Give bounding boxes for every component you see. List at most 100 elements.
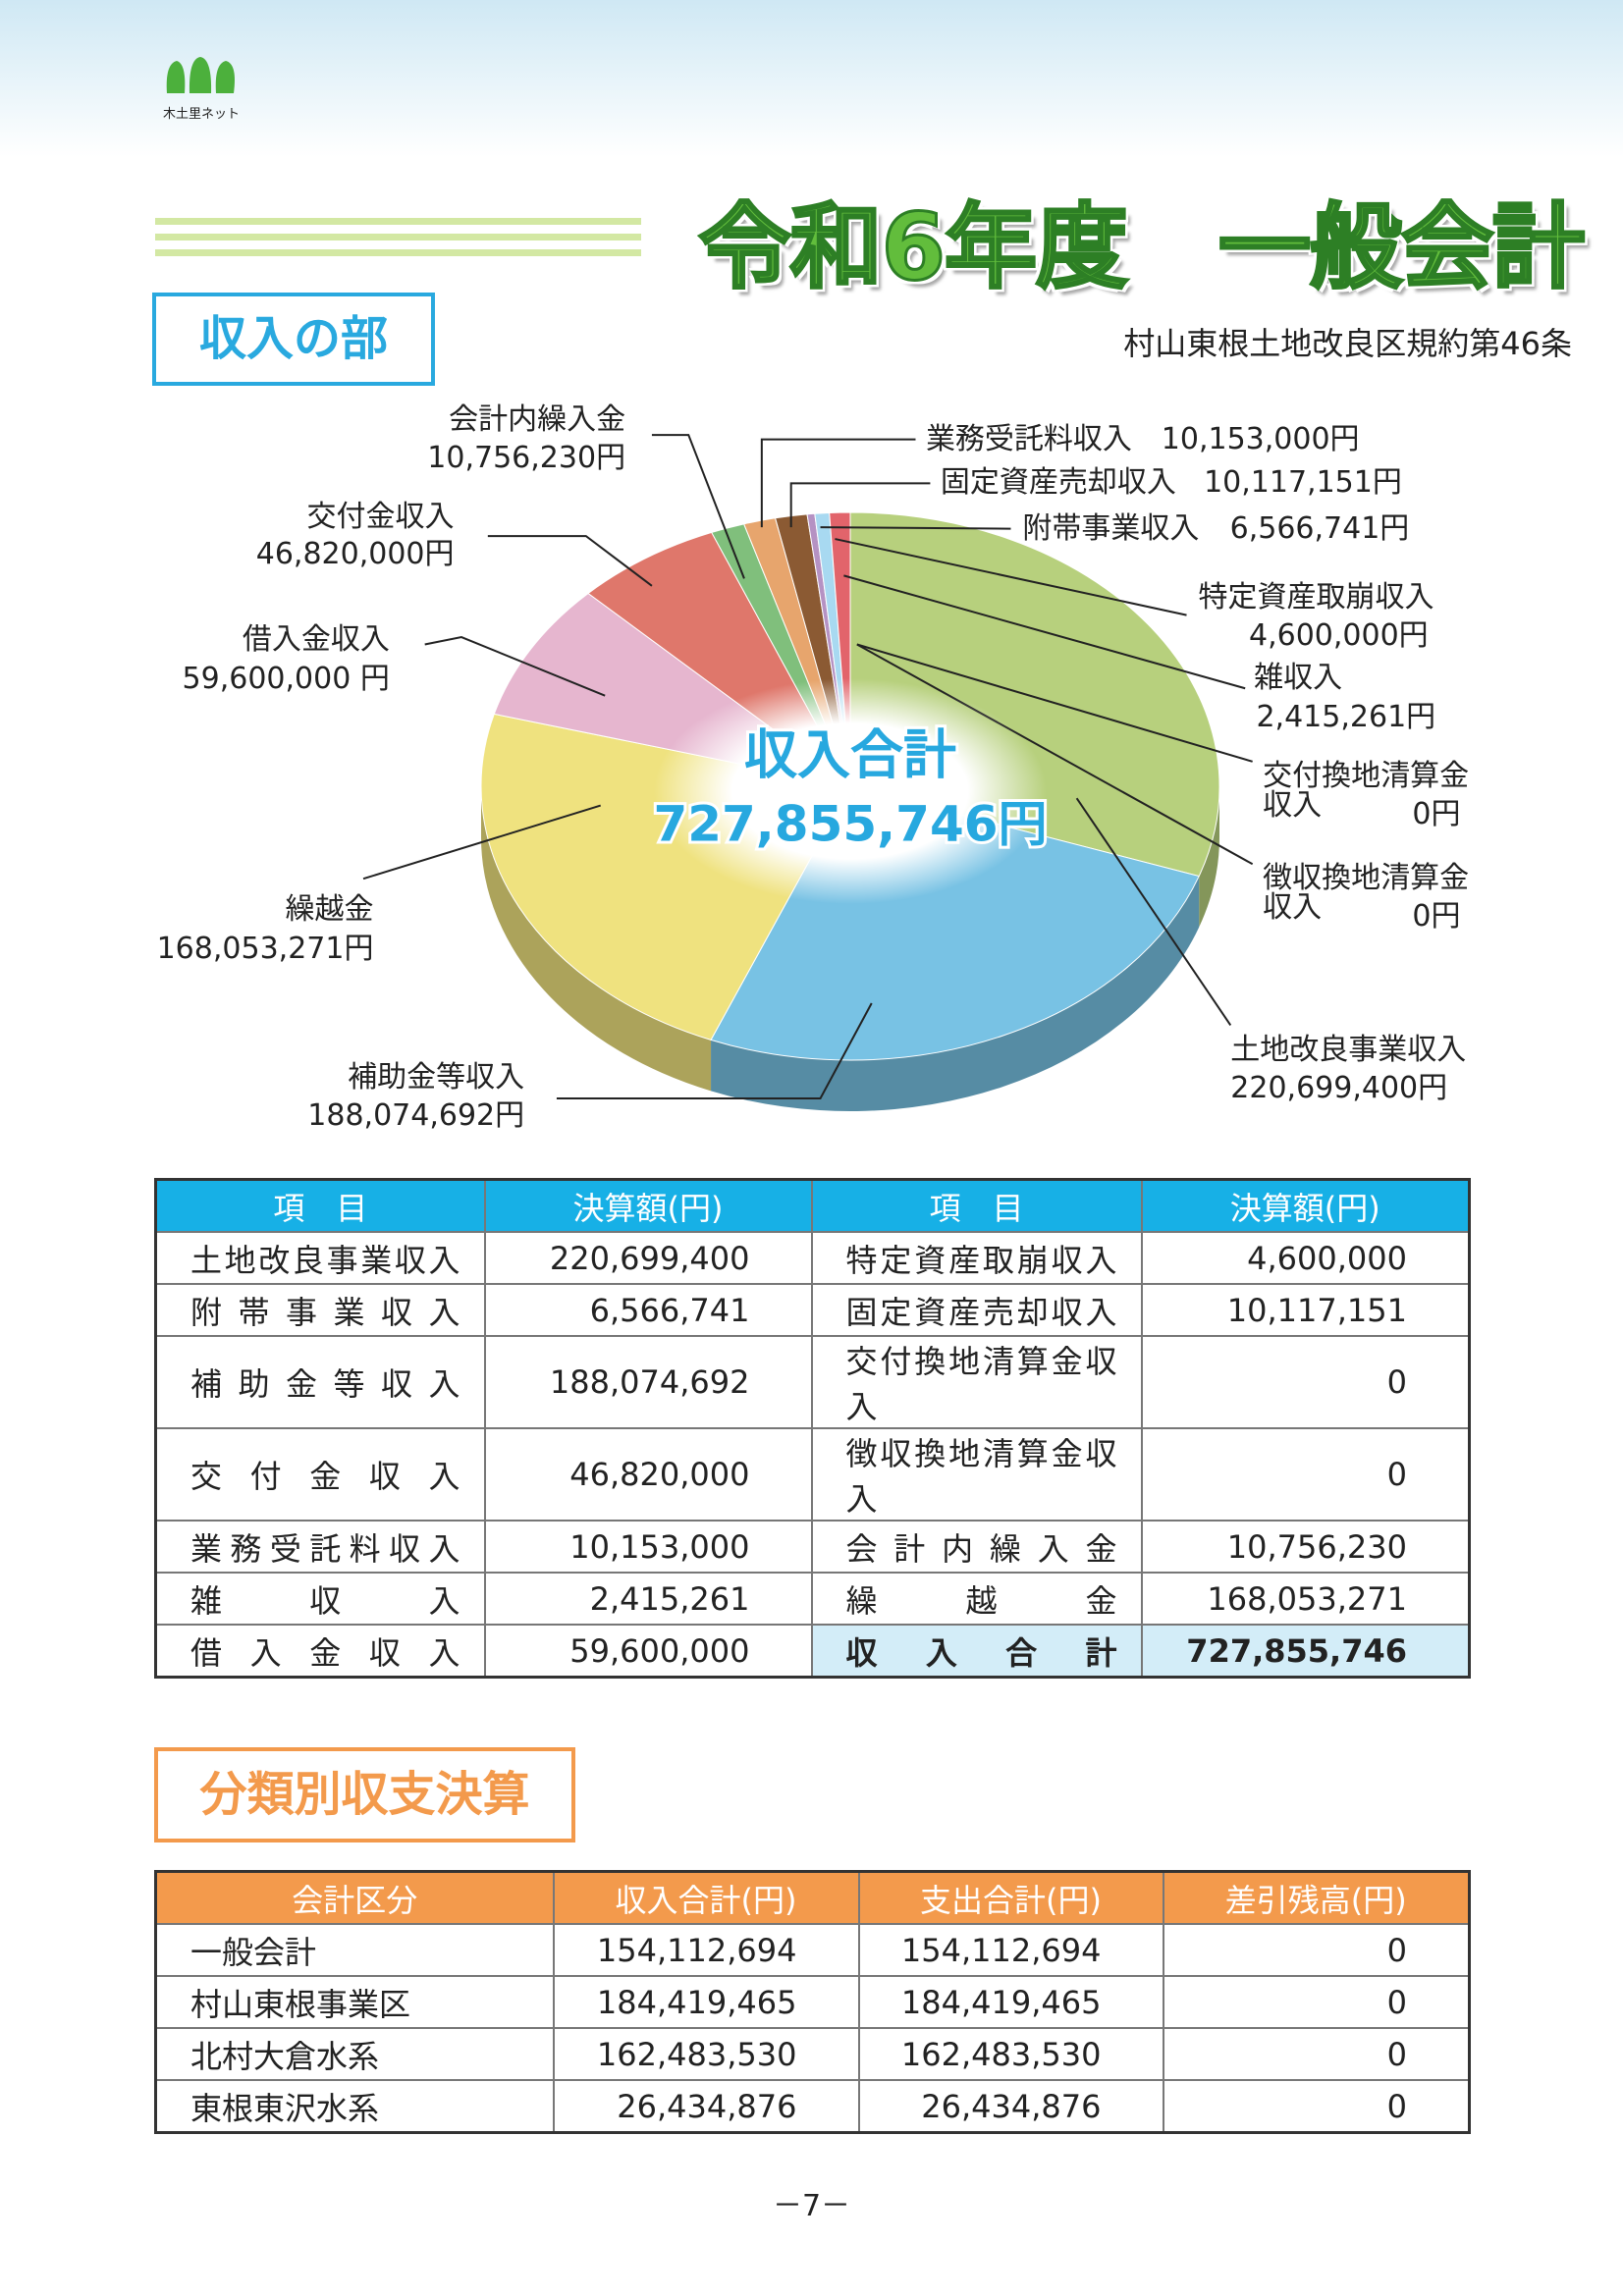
value-label: 0円: [1412, 796, 1461, 831]
cell: 2,415,261: [483, 1572, 813, 1626]
cell: 0: [1162, 1975, 1471, 2029]
leader-line: [760, 438, 916, 528]
cell: 借入金収入: [154, 1624, 486, 1679]
cell: 10,756,230: [1140, 1520, 1471, 1574]
value-label: 10,153,000円: [1161, 421, 1360, 456]
cell: 交付換地清算金収入: [810, 1335, 1143, 1429]
leader-line: [856, 643, 1253, 763]
leader-line: [362, 804, 602, 881]
category-label: 附帯事業収入: [1022, 510, 1200, 546]
cell: 0: [1140, 1427, 1471, 1522]
cell: 26,434,876: [552, 2079, 860, 2134]
leader-line: [424, 635, 606, 697]
leader-line: [487, 535, 653, 587]
cell: 184,419,465: [552, 1975, 860, 2029]
cell: 184,419,465: [857, 1975, 1164, 2029]
category-label: 特定資産取崩収入: [1198, 579, 1434, 614]
cell: 162,483,530: [857, 2027, 1164, 2081]
cell: 東根東沢水系: [154, 2079, 555, 2134]
pie-labels: 土地改良事業収入 220,699,400円 補助金等収入 188,074,692円 繰越…: [156, 402, 1470, 1133]
leader-line: [651, 434, 745, 579]
cell: 雑収入: [154, 1572, 486, 1626]
cell: 業務受託料収入: [154, 1520, 486, 1574]
category-label: 業務受託料収入: [925, 421, 1132, 456]
slice-side: [711, 876, 1200, 1111]
value-label: 10,117,151円: [1204, 465, 1402, 501]
cell: 59,600,000: [483, 1624, 813, 1679]
header-cell: 会計区分: [154, 1870, 555, 1925]
category-label: 固定資産売却収入: [940, 465, 1176, 501]
cell: 26,434,876: [857, 2079, 1164, 2134]
row: 業務受託料収入 10,153,000 会計内繰入金 10,756,230: [154, 1520, 1471, 1574]
value-label: 46,820,000円: [255, 537, 455, 572]
header-row: 項 目決算額(円) 項 目決算額(円): [154, 1178, 1471, 1233]
value-label: 4,600,000円: [1249, 617, 1429, 653]
page-title: 令和6年度 一般会計: [697, 193, 1586, 303]
header-row: 会計区分 収入合計(円) 支出合計(円) 差引残高(円): [154, 1870, 1471, 1925]
row: 一般会計 154,112,694 154,112,694 0: [154, 1923, 1471, 1977]
slice-side: [481, 786, 712, 1092]
cell: 10,117,151: [1140, 1283, 1471, 1337]
category-label: 借入金収入: [242, 622, 390, 657]
header-cell: 差引残高(円): [1162, 1870, 1471, 1925]
leader-line: [843, 574, 1246, 690]
cell: 附帯事業収入: [154, 1283, 486, 1337]
section-heading: 収入の部: [152, 293, 435, 386]
leader-line: [820, 526, 1011, 530]
header-cell: 支出合計(円): [857, 1870, 1164, 1925]
center-total: 727,855,746円: [653, 796, 1047, 853]
row: 雑収入 2,415,261 繰越金 168,053,271: [154, 1572, 1471, 1626]
value-label: 6,566,741円: [1229, 510, 1410, 546]
value-label: 188,074,692円: [307, 1097, 525, 1133]
cell: 0: [1162, 1923, 1471, 1977]
header-cell: 収入合計(円): [552, 1870, 860, 1925]
cell: 0: [1140, 1335, 1471, 1429]
cell: 会計内繰入金: [810, 1520, 1143, 1574]
cell: 154,112,694: [857, 1923, 1164, 1977]
row: 土地改良事業収入 220,699,400 特定資産取崩収入 4,600,000: [154, 1231, 1471, 1285]
cell: 収入合計: [810, 1624, 1143, 1679]
section-heading: 分類別収支決算: [154, 1747, 575, 1842]
row: 東根東沢水系 26,434,876 26,434,876 0: [154, 2079, 1471, 2134]
row: 村山東根事業区 184,419,465 184,419,465 0: [154, 1975, 1471, 2029]
cell: 0: [1162, 2027, 1471, 2081]
cell: 727,855,746: [1140, 1624, 1471, 1679]
header-cell: 決算額(円): [483, 1178, 813, 1233]
pie-chart: 収入合計 727,855,746円: [362, 434, 1254, 1111]
category-label: 土地改良事業収入: [1230, 1032, 1467, 1067]
cell: 220,699,400: [483, 1231, 813, 1285]
cell: 特定資産取崩収入: [810, 1231, 1143, 1285]
row: 補助金等収入 188,074,692 交付換地清算金収入 0: [154, 1335, 1471, 1429]
logo: 木土里ネット: [163, 57, 240, 122]
cell: 徴収換地清算金収入: [810, 1427, 1143, 1522]
logo-text: 木土里ネット: [163, 107, 240, 122]
leader-line: [835, 538, 1187, 616]
category-label: 交付換地清算金収入: [1263, 758, 1470, 823]
value-label: 168,053,271円: [156, 931, 374, 966]
category-label: 交付金収入: [306, 499, 455, 534]
cell: 固定資産売却収入: [810, 1283, 1143, 1337]
row: 借入金収入 59,600,000 収入合計 727,855,746: [154, 1624, 1471, 1679]
row: 交付金収入 46,820,000 徴収換地清算金収入 0: [154, 1427, 1471, 1522]
row: 北村大倉水系 162,483,530 162,483,530 0: [154, 2027, 1471, 2081]
category-label: 徴収換地清算金収入: [1263, 861, 1470, 926]
category-label: 会計内繰入金: [449, 402, 626, 438]
cell: 4,600,000: [1140, 1231, 1471, 1285]
leader-line: [556, 1002, 873, 1099]
category-label: 繰越金: [285, 891, 374, 927]
cell: 6,566,741: [483, 1283, 813, 1337]
revenue-table: 項 目決算額(円) 項 目決算額(円) 土地改良事業収入 220,699,400 特定資…: [154, 1178, 1471, 1679]
header-cell: 決算額(円): [1140, 1178, 1471, 1233]
center-label: 収入合計: [744, 724, 956, 786]
category-label: 補助金等収入: [348, 1060, 525, 1095]
cell: 162,483,530: [552, 2027, 860, 2081]
note: 村山東根土地改良区規約第46条: [1123, 325, 1572, 362]
value-label: 59,600,000 円: [182, 662, 390, 697]
header-band: [0, 0, 1623, 157]
stripe: [155, 234, 641, 240]
header-cell: 項 目: [810, 1178, 1143, 1233]
cell: 168,053,271: [1140, 1572, 1471, 1626]
cell: 北村大倉水系: [154, 2027, 555, 2081]
